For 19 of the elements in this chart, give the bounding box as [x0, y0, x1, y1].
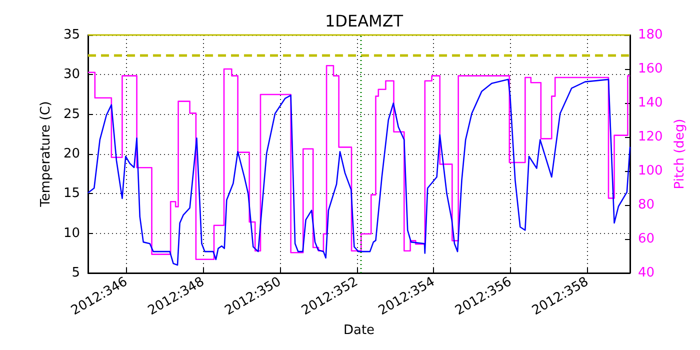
y-tick-label: 15 — [63, 186, 80, 202]
y2-tick-label: 160 — [638, 62, 663, 76]
y2-tick-label: 120 — [638, 130, 663, 144]
y2-tick-label: 60 — [638, 232, 655, 246]
y2-tick-label: 80 — [638, 198, 655, 212]
y-tick-label: 30 — [63, 67, 80, 82]
chart-title: 1DEAMZT — [324, 12, 404, 30]
y-tick-label: 20 — [63, 146, 80, 162]
x-axis-title: Date — [343, 323, 375, 338]
y2-tick-label: 40 — [638, 266, 655, 280]
y2-tick-label: 140 — [638, 96, 663, 110]
y-tick-label: 25 — [63, 106, 80, 122]
y-tick-label: 10 — [63, 226, 80, 241]
y2-axis-title: Pitch (deg) — [672, 118, 688, 190]
y-tick-label: 5 — [72, 266, 80, 280]
y-axis-title: Temperature (C) — [38, 101, 54, 208]
y-tick-label: 35 — [63, 28, 80, 42]
y2-tick-label: 180 — [638, 28, 663, 42]
y2-tick-label: 100 — [638, 164, 663, 178]
